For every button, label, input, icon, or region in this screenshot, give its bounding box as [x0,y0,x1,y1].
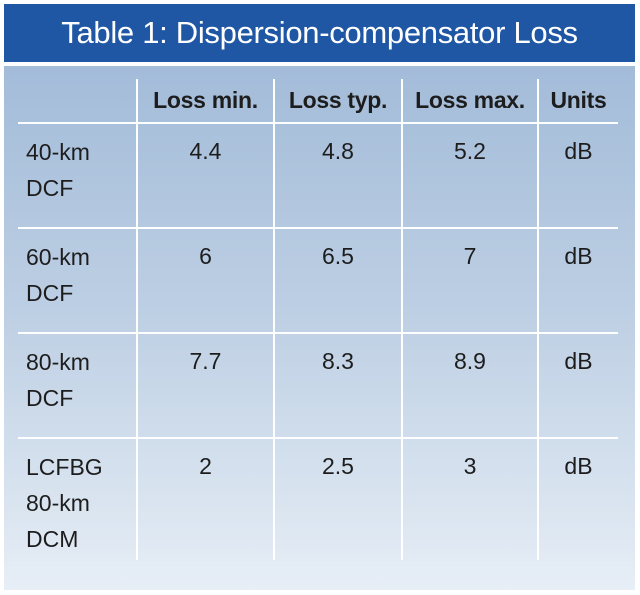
loss-max-cell: 8.9 [401,333,538,439]
table-row: 40-km DCF 4.4 4.8 5.2 dB [18,123,618,229]
loss-max-cell: 3 [401,438,538,560]
loss-typ-cell: 2.5 [273,438,402,560]
row-label-line: 60-km [26,244,90,270]
title-bar: Table 1: Dispersion-compensator Loss [4,4,635,62]
header-units: Units [537,79,618,124]
row-label-line: DCM [26,526,79,552]
units-cell: dB [537,123,618,229]
row-label-line: 80-km [26,490,90,516]
row-label: LCFBG 80-km DCM [18,438,137,560]
row-label-line: 40-km [26,139,90,165]
header-row: Loss min. Loss typ. Loss max. Units [18,79,618,124]
row-label: 60-km DCF [18,228,137,334]
loss-typ-cell: 4.8 [273,123,402,229]
loss-max-cell: 7 [401,228,538,334]
table-row: LCFBG 80-km DCM 2 2.5 3 dB [18,438,618,560]
header-loss-min: Loss min. [136,79,274,124]
table-panel: Loss min. Loss typ. Loss max. Units 40-k… [4,66,635,590]
loss-min-cell: 4.4 [136,123,274,229]
units-cell: dB [537,438,618,560]
row-label: 40-km DCF [18,123,137,229]
loss-min-cell: 2 [136,438,274,560]
header-corner-cell [18,79,137,124]
row-label-line: DCF [26,385,74,411]
row-label-line: 80-km [26,349,90,375]
row-label-line: DCF [26,280,74,306]
row-label-line: DCF [26,175,74,201]
row-label: 80-km DCF [18,333,137,439]
loss-typ-cell: 8.3 [273,333,402,439]
data-table: Loss min. Loss typ. Loss max. Units 40-k… [18,79,618,560]
loss-max-cell: 5.2 [401,123,538,229]
row-label-line: LCFBG [26,454,103,480]
units-cell: dB [537,333,618,439]
table-row: 80-km DCF 7.7 8.3 8.9 dB [18,333,618,439]
header-loss-max: Loss max. [401,79,538,124]
loss-typ-cell: 6.5 [273,228,402,334]
units-cell: dB [537,228,618,334]
table-row: 60-km DCF 6 6.5 7 dB [18,228,618,334]
table-title: Table 1: Dispersion-compensator Loss [61,15,578,50]
header-loss-typ: Loss typ. [273,79,402,124]
loss-min-cell: 7.7 [136,333,274,439]
loss-min-cell: 6 [136,228,274,334]
